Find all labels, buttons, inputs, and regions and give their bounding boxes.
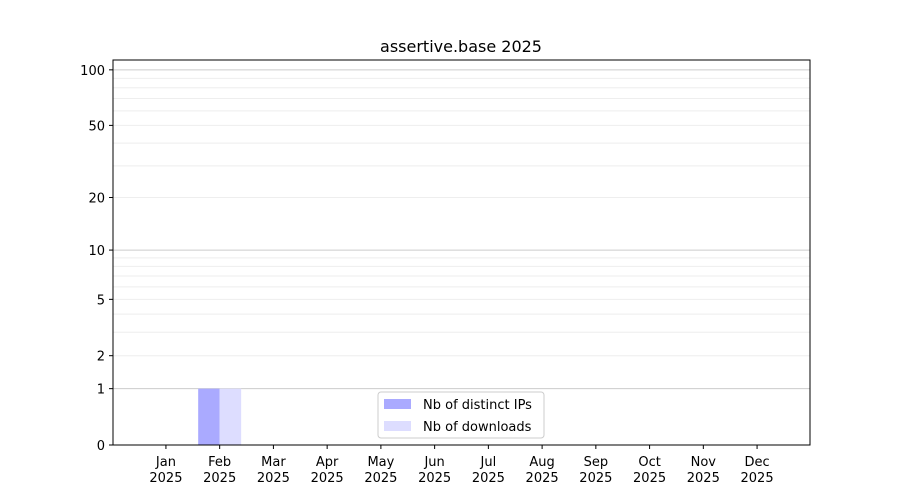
x-tick-label: Jul 2025 [472, 455, 505, 486]
y-tick-label: 1 [97, 383, 105, 398]
legend-label: Nb of downloads [423, 420, 532, 435]
legend-swatch [384, 421, 411, 431]
x-tick-label: Feb 2025 [203, 455, 236, 486]
legend-label: Nb of distinct IPs [423, 398, 532, 413]
y-tick-label: 10 [88, 244, 105, 259]
x-tick-label: Dec 2025 [741, 455, 774, 486]
x-tick-label: Oct 2025 [633, 455, 666, 486]
legend: Nb of distinct IPs Nb of downloads [377, 391, 545, 439]
x-tick-label: Mar 2025 [257, 455, 290, 486]
y-tick-label: 50 [88, 119, 105, 134]
x-tick-label: Sep 2025 [579, 455, 612, 486]
y-tick-label: 0 [97, 439, 105, 454]
y-tick-label: 20 [88, 192, 105, 207]
x-tick-label: Apr 2025 [311, 455, 344, 486]
y-tick-label: 2 [97, 350, 105, 365]
y-tick-label: 5 [97, 293, 105, 308]
x-tick-label: Jan 2025 [149, 455, 182, 486]
legend-swatch [384, 399, 411, 409]
x-tick-label: Jun 2025 [418, 455, 451, 486]
plot-area-frame [112, 59, 811, 446]
chart-title: assertive.base 2025 [380, 37, 542, 56]
x-tick-label: Nov 2025 [687, 455, 720, 486]
x-tick-label: May 2025 [364, 455, 397, 486]
legend-frame [377, 391, 545, 439]
x-tick-label: Aug 2025 [526, 455, 559, 486]
y-tick-label: 100 [80, 64, 105, 79]
bar-nb-of-downloads-1 [219, 388, 242, 445]
bar-nb-of-distinct-ips-1 [198, 388, 220, 445]
